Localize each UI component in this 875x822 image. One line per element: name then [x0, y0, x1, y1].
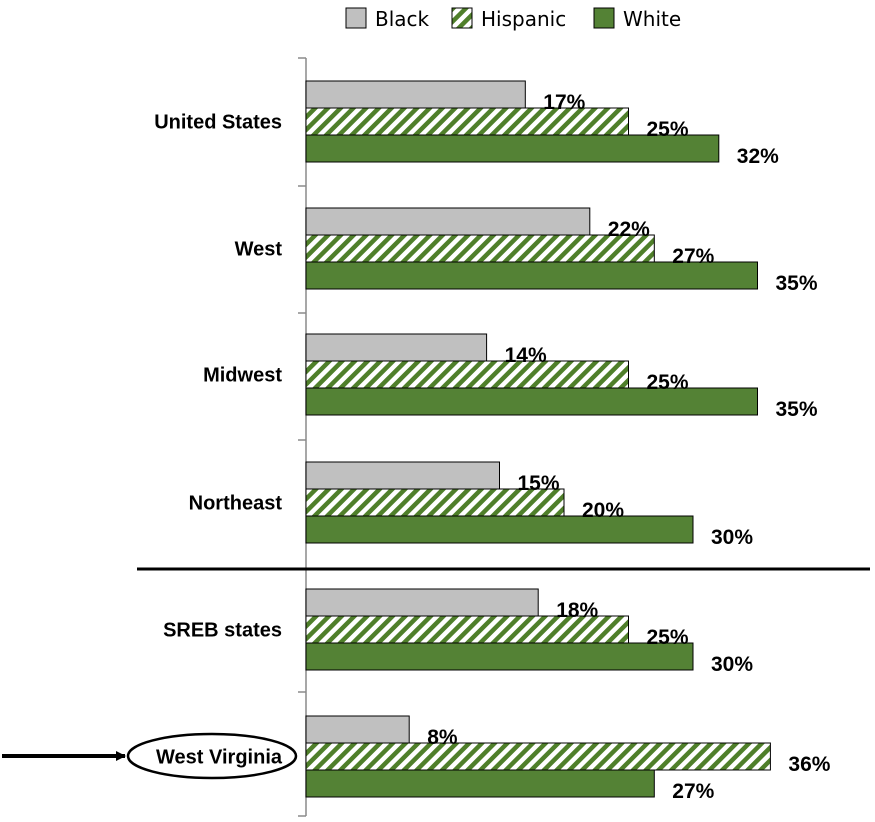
bar-black [306, 208, 590, 235]
category-label: West Virginia [156, 747, 283, 769]
legend-swatch-white [594, 8, 614, 28]
legend-item-hispanic: Hispanic [452, 7, 566, 31]
category-label: West [235, 239, 283, 261]
bar-white [306, 388, 758, 415]
legend-label-white: White [623, 7, 681, 31]
value-label-hispanic: 27% [672, 245, 714, 268]
value-label-white: 32% [737, 145, 779, 168]
legend-label-hispanic: Hispanic [481, 7, 566, 31]
category-label: Midwest [203, 365, 282, 387]
bars [306, 81, 770, 797]
bar-black [306, 716, 409, 743]
legend-label-black: Black [375, 7, 430, 31]
bar-hispanic [306, 361, 629, 388]
bar-black [306, 81, 525, 108]
legend-item-white: White [594, 7, 681, 31]
value-label-hispanic: 25% [647, 626, 689, 649]
category-label: Northeast [189, 493, 283, 515]
category-label: United States [154, 112, 282, 134]
value-label-white: 35% [776, 272, 818, 295]
value-label-hispanic: 20% [582, 499, 624, 522]
legend-swatch-hispanic [452, 8, 472, 28]
value-label-black: 18% [556, 599, 598, 622]
value-label-hispanic: 36% [788, 753, 830, 776]
bar-black [306, 334, 487, 361]
value-label-black: 22% [608, 218, 650, 241]
value-label-white: 30% [711, 653, 753, 676]
value-labels: 17% 25% 32% 22% 27% 35% 14% 25% 35% 15% 20% 30% 18% 2… [427, 91, 831, 803]
value-label-black: 8% [427, 726, 458, 749]
category-label: SREB states [163, 620, 282, 642]
bar-black [306, 589, 538, 616]
value-label-black: 15% [518, 472, 560, 495]
bar-hispanic [306, 235, 654, 262]
value-label-hispanic: 25% [647, 118, 689, 141]
legend-item-black: Black [346, 7, 430, 31]
bar-hispanic [306, 743, 770, 770]
bar-black [306, 462, 500, 489]
value-label-black: 17% [543, 91, 585, 114]
value-label-hispanic: 25% [647, 371, 689, 394]
legend-swatch-black [346, 8, 366, 28]
value-label-white: 27% [672, 780, 714, 803]
bar-white [306, 643, 693, 670]
value-label-white: 30% [711, 526, 753, 549]
value-label-black: 14% [505, 344, 547, 367]
legend: Black Hispanic White [346, 7, 681, 31]
bar-white [306, 770, 654, 797]
category-labels: United States West Midwest Northeast SREB st… [154, 112, 283, 769]
category-axis [298, 58, 306, 816]
value-label-white: 35% [776, 398, 818, 421]
bar-white [306, 516, 693, 543]
